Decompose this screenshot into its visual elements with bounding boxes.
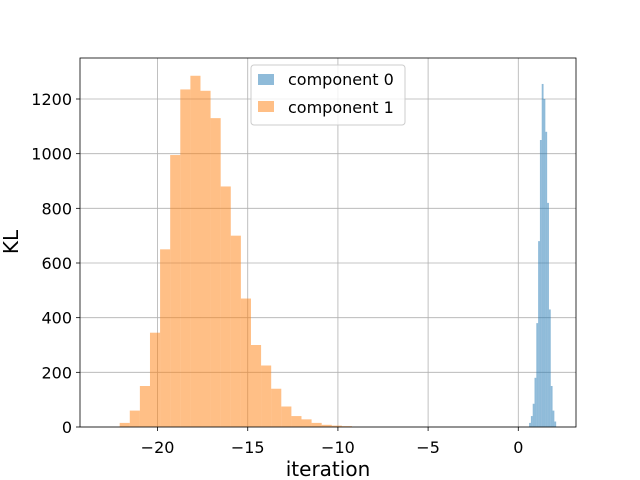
y-tick-label: 600 xyxy=(41,254,72,273)
x-tick-label: −20 xyxy=(141,438,175,457)
histogram-bar xyxy=(545,131,548,428)
legend-label-component-1: component 1 xyxy=(288,98,394,117)
histogram-bar xyxy=(281,406,292,427)
histogram-bar xyxy=(200,90,211,428)
legend-label-component-0: component 0 xyxy=(288,70,394,89)
series-component-0 xyxy=(529,83,557,428)
histogram-bar xyxy=(539,140,542,427)
y-tick-label: 200 xyxy=(41,363,72,382)
y-tick-label: 1200 xyxy=(31,90,72,109)
histogram-bar xyxy=(149,332,161,427)
histogram-bar xyxy=(170,155,181,428)
histogram-bar xyxy=(129,410,140,427)
histogram-bar xyxy=(139,386,150,427)
histogram-bar xyxy=(550,386,553,427)
legend-swatch-component-1 xyxy=(258,101,274,112)
histogram-bar xyxy=(301,419,312,427)
y-tick-label: 0 xyxy=(62,418,72,437)
histogram-bar xyxy=(331,425,342,427)
x-tick-label: −15 xyxy=(231,438,265,457)
legend-swatch-component-0 xyxy=(258,74,274,85)
histogram-bar xyxy=(534,377,537,427)
histogram-bar xyxy=(160,249,171,427)
y-tick-label: 1000 xyxy=(31,145,72,164)
x-axis-label: iteration xyxy=(286,457,371,480)
y-tick-label: 800 xyxy=(41,199,72,218)
histogram-bar xyxy=(536,323,539,427)
histogram-bar xyxy=(530,416,533,427)
histogram-bar xyxy=(547,202,549,427)
histogram-bar xyxy=(554,421,557,427)
histogram-bar xyxy=(341,426,352,427)
histogram-bar xyxy=(250,345,262,427)
histogram-bar xyxy=(548,309,551,427)
x-tick-label: −10 xyxy=(321,438,355,457)
histogram-bar xyxy=(190,75,201,428)
legend: component 0 component 1 xyxy=(250,64,406,126)
histogram-bar xyxy=(321,424,332,427)
histogram-bar xyxy=(119,422,130,427)
histogram-bar xyxy=(210,118,221,427)
legend-frame xyxy=(250,64,406,126)
histogram-bar xyxy=(529,422,531,427)
histogram-bar xyxy=(538,241,540,427)
x-tick-label: 0 xyxy=(513,438,523,457)
histogram-bar xyxy=(180,89,191,427)
histogram-bar xyxy=(261,365,272,427)
histogram-bar xyxy=(271,388,282,427)
series-component-1 xyxy=(119,75,352,428)
histogram-bar xyxy=(230,235,241,427)
y-tick-label: 400 xyxy=(41,309,72,328)
y-axis-label: KL xyxy=(0,229,23,254)
plot-frame xyxy=(79,57,577,428)
histogram-bar xyxy=(541,83,544,427)
histogram-bar xyxy=(220,186,231,427)
x-axis: −20 −15 −10 −5 0 xyxy=(141,427,523,457)
histogram-bar xyxy=(532,403,535,427)
histogram-bar xyxy=(552,410,555,427)
y-axis: 0 200 400 600 800 1000 1200 xyxy=(31,90,80,437)
histogram-bar xyxy=(311,422,322,427)
histogram-bar xyxy=(291,416,302,427)
histogram-bars xyxy=(119,75,557,428)
histogram-bar xyxy=(543,99,546,427)
x-tick-label: −5 xyxy=(416,438,440,457)
histogram-bar xyxy=(240,298,251,427)
